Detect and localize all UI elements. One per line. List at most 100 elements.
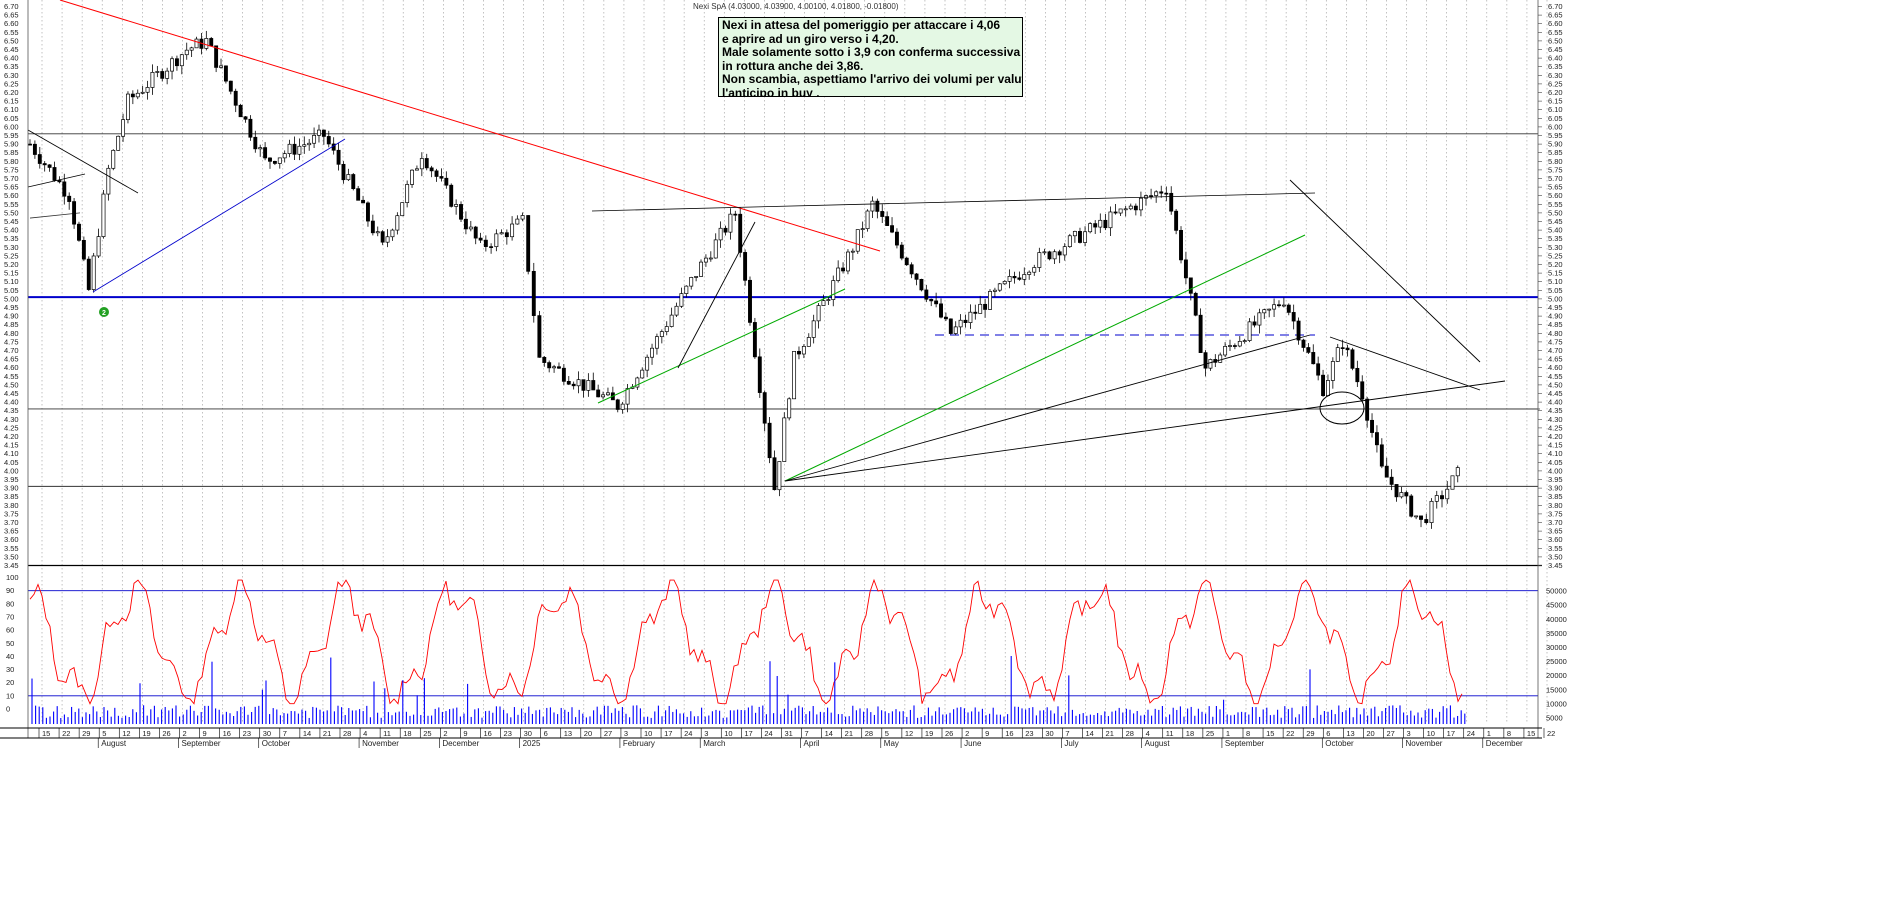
candlesticks [28, 30, 1460, 529]
price-tick-label-right: 6.00 [1548, 122, 1563, 131]
price-tick-label-right: 3.85 [1548, 492, 1563, 501]
volume-bars [31, 655, 1466, 724]
candle-body [297, 145, 302, 155]
oscillator-tick-label: 90 [6, 586, 14, 595]
price-tick-label-right: 4.30 [1548, 415, 1563, 424]
day-tick-label: 31 [784, 729, 792, 738]
price-tick-label-right: 5.85 [1548, 148, 1563, 157]
candle-body [268, 157, 272, 162]
day-tick-label: 5 [885, 729, 889, 738]
candle-body [983, 303, 988, 310]
price-tick-label-right: 3.45 [1548, 561, 1563, 570]
trend-line [1289, 179, 1481, 363]
candle-body [1340, 347, 1345, 349]
candle-body [150, 71, 155, 88]
candle-body [174, 58, 179, 67]
candle-body [1159, 191, 1164, 194]
price-tick-label-right: 5.95 [1548, 131, 1563, 140]
candle-body [302, 144, 307, 147]
candle-body [165, 70, 170, 79]
candle-body [356, 188, 361, 201]
candle-body [703, 257, 708, 263]
candle-body [42, 163, 47, 166]
candle-body [1247, 321, 1252, 341]
day-tick-label: 28 [1126, 729, 1134, 738]
price-tick-label-right: 5.40 [1548, 226, 1563, 235]
price-tick-label-left: 6.60 [4, 19, 19, 28]
candle-body [531, 270, 536, 316]
candle-body [91, 255, 96, 290]
oscillator-tick-label: 10 [6, 691, 14, 700]
candle-body [253, 136, 258, 150]
annotation-line: in rottura anche dei 3,86. [722, 58, 864, 73]
candle-body [1052, 251, 1057, 260]
candle-body [968, 311, 973, 323]
month-label: November [362, 739, 399, 748]
candle-body [899, 244, 904, 259]
price-tick-label-left: 3.80 [4, 501, 19, 510]
candle-body [47, 164, 52, 168]
candle-body [1208, 359, 1213, 369]
day-tick-label: 14 [825, 729, 833, 738]
candle-body [209, 38, 214, 47]
candle-body [1218, 354, 1223, 363]
candle-body [1103, 219, 1108, 229]
volume-tick-label: 35000 [1546, 629, 1567, 638]
day-tick-label: 10 [644, 729, 652, 738]
month-label: August [101, 739, 127, 748]
candle-body [1027, 271, 1032, 275]
candle-body [963, 319, 968, 323]
price-tick-label-right: 4.15 [1548, 441, 1563, 450]
candle-body [204, 38, 209, 49]
candle-body [1370, 419, 1374, 433]
oscillator-tick-label: 0 [6, 705, 10, 714]
price-tick-label-right: 4.90 [1548, 312, 1563, 321]
price-tick-label-right: 5.45 [1548, 217, 1563, 226]
day-tick-label: 21 [845, 729, 853, 738]
candle-body [738, 213, 743, 253]
price-tick-label-right: 3.80 [1548, 501, 1563, 510]
candle-body [140, 91, 145, 94]
candle-body [1198, 314, 1203, 353]
candle-body [1098, 219, 1103, 228]
candle-body [277, 157, 282, 164]
candle-body [390, 229, 395, 238]
day-tick-label: 16 [1005, 729, 1013, 738]
price-tick-label-left: 6.65 [4, 11, 19, 20]
candle-body [939, 303, 943, 318]
price-tick-label-left: 5.50 [4, 208, 19, 217]
candle-body [757, 356, 762, 393]
candle-body [1042, 251, 1047, 254]
candle-body [615, 399, 620, 410]
candle-body [654, 336, 659, 349]
price-tick-label-left: 4.55 [4, 372, 19, 381]
candle-body [1118, 208, 1123, 214]
price-tick-label-right: 5.70 [1548, 174, 1563, 183]
price-tick-label-right: 6.70 [1548, 2, 1563, 11]
candle-body [499, 232, 504, 235]
price-tick-label-right: 5.55 [1548, 200, 1563, 209]
day-tick-label: 24 [764, 729, 772, 738]
candle-body [179, 54, 184, 67]
price-tick-label-right: 4.10 [1548, 449, 1563, 458]
event-marker: 2 [99, 307, 109, 317]
candle-body [194, 38, 199, 49]
price-tick-label-right: 3.65 [1548, 527, 1563, 536]
candle-body [28, 143, 32, 146]
candle-body [743, 252, 748, 281]
day-tick-label: 28 [865, 729, 873, 738]
candle-body [1374, 432, 1379, 446]
price-tick-label-left: 5.60 [4, 191, 19, 200]
candle-body [1321, 374, 1326, 396]
price-tick-label-left: 4.80 [4, 329, 19, 338]
price-tick-label-left: 5.35 [4, 234, 19, 243]
price-tick-label-left: 6.30 [4, 71, 19, 80]
candle-body [821, 300, 826, 306]
candle-body [1252, 321, 1257, 326]
candle-body [341, 163, 346, 181]
candle-body [1434, 495, 1439, 502]
candle-body [953, 326, 958, 334]
day-tick-label: 22 [1286, 729, 1294, 738]
candle-body [1296, 320, 1301, 341]
price-tick-label-right: 5.65 [1548, 183, 1563, 192]
